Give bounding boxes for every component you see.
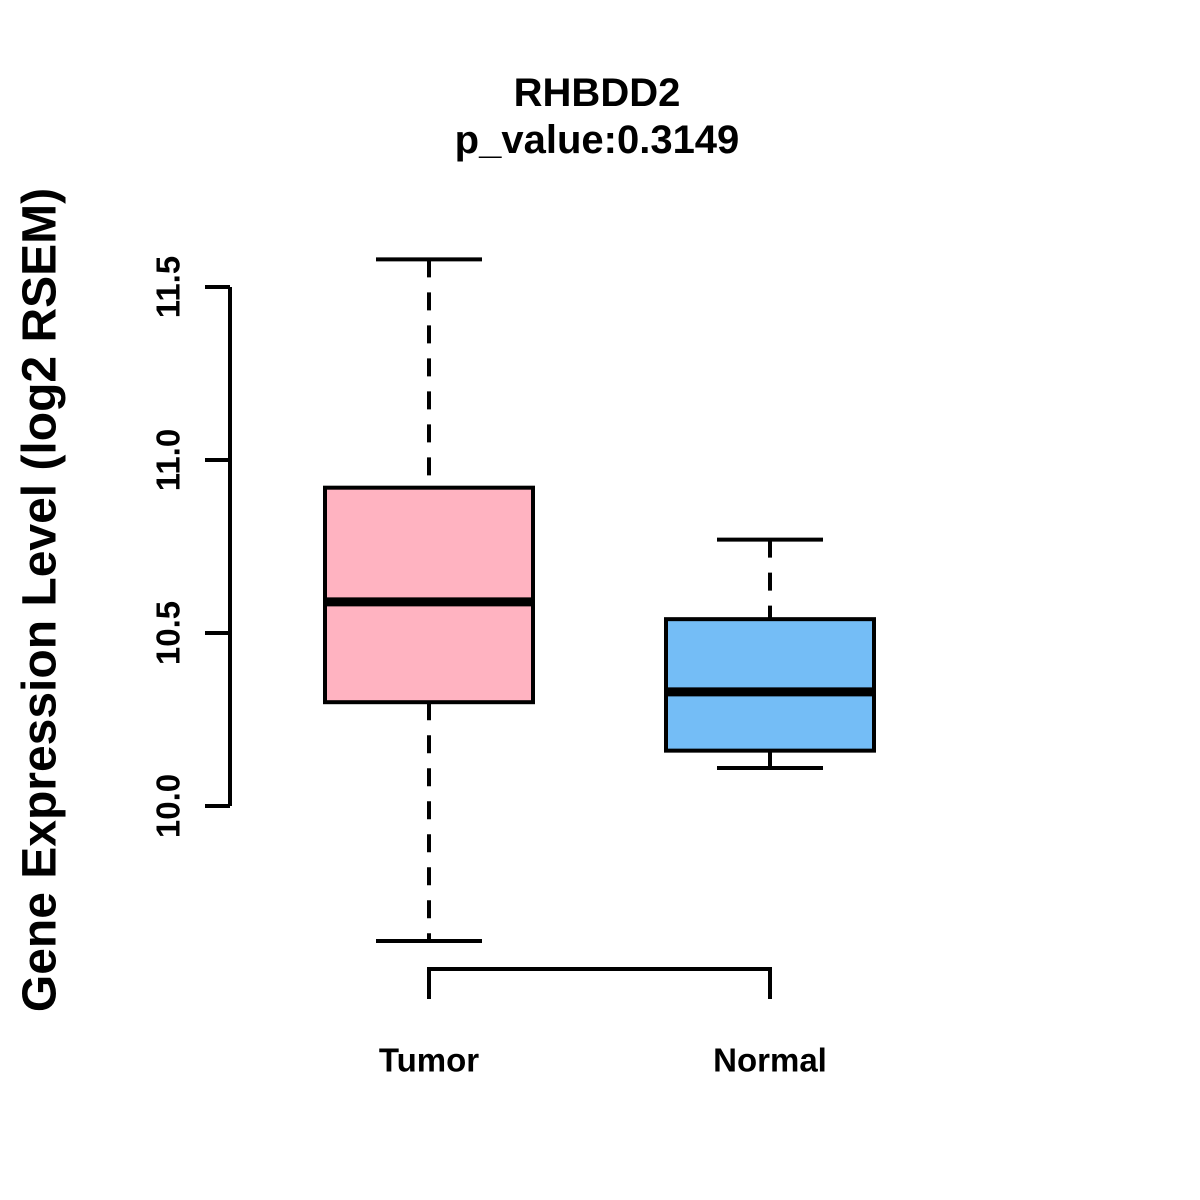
chart-subtitle: p_value:0.3149 (454, 118, 740, 162)
x-category-label-normal: Normal (713, 1042, 827, 1079)
x-category-label-tumor: Tumor (379, 1042, 479, 1079)
chart-title: RHBDD2 (513, 71, 681, 115)
chart-title-block: RHBDD2 p_value:0.3149 (0, 70, 1194, 164)
y-tick-label: 11.0 (150, 429, 187, 491)
tumor-box (323, 485, 535, 705)
x-axis-bracket (427, 967, 772, 999)
y-tick-label: 11.5 (150, 256, 187, 318)
normal-box (664, 617, 876, 753)
y-tick-label: 10.5 (150, 601, 187, 665)
y-tick-label: 10.0 (150, 774, 187, 838)
